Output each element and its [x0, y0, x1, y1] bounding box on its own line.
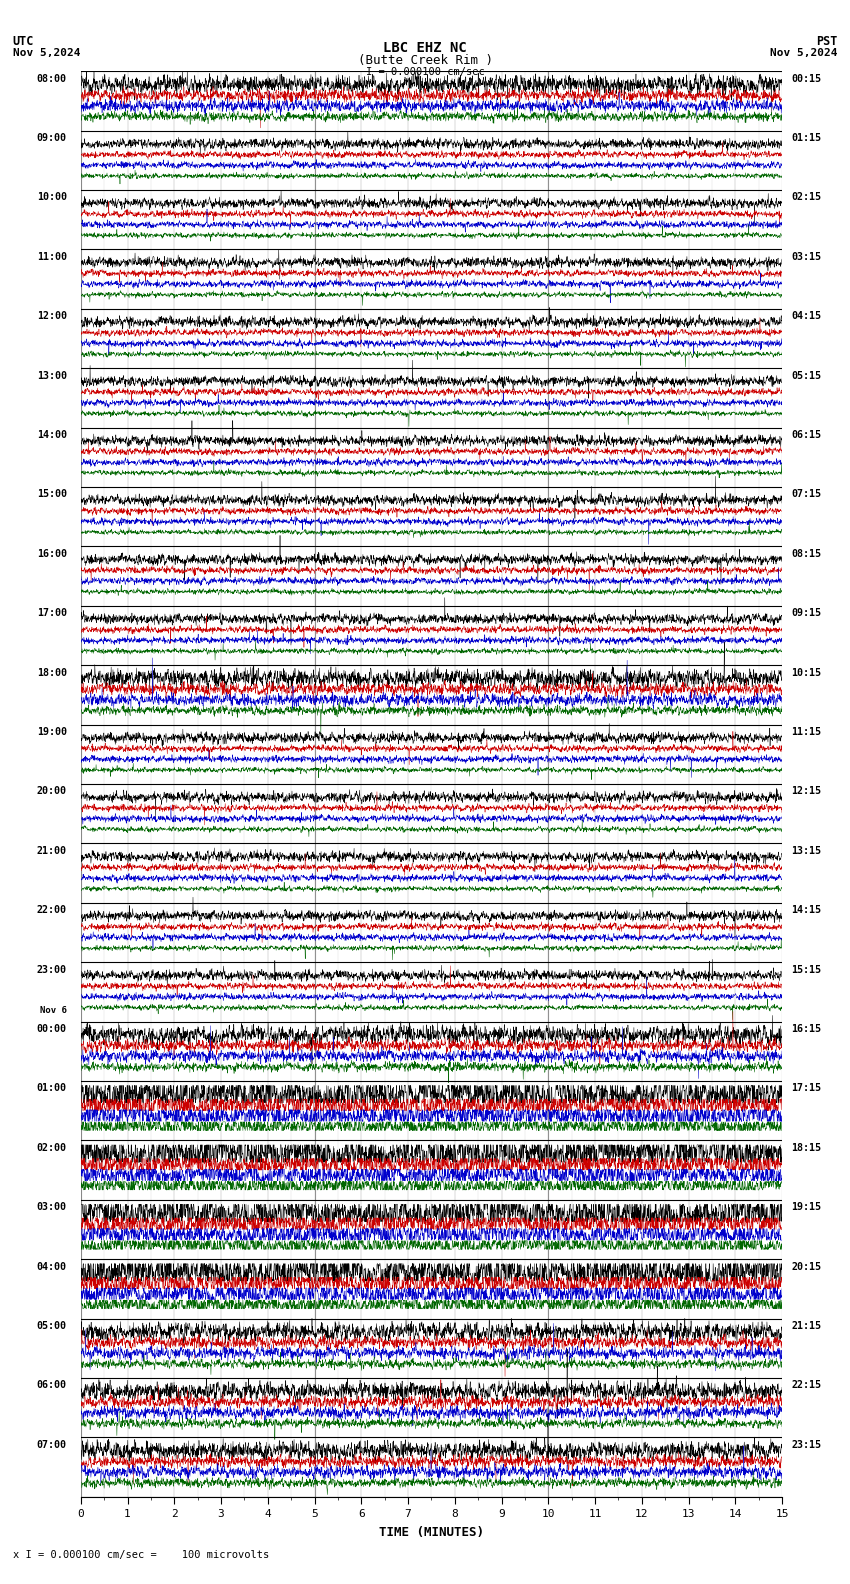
- Text: 10:00: 10:00: [37, 193, 66, 203]
- Text: 18:15: 18:15: [791, 1144, 821, 1153]
- Text: 00:15: 00:15: [791, 73, 821, 84]
- Text: 05:15: 05:15: [791, 371, 821, 380]
- Text: 23:15: 23:15: [791, 1440, 821, 1449]
- Text: 02:00: 02:00: [37, 1144, 66, 1153]
- Text: PST: PST: [816, 35, 837, 48]
- X-axis label: TIME (MINUTES): TIME (MINUTES): [379, 1525, 484, 1538]
- Text: 22:15: 22:15: [791, 1380, 821, 1391]
- Text: 17:00: 17:00: [37, 608, 66, 618]
- Text: 07:00: 07:00: [37, 1440, 66, 1449]
- Text: 14:00: 14:00: [37, 429, 66, 440]
- Text: 13:00: 13:00: [37, 371, 66, 380]
- Text: 01:15: 01:15: [791, 133, 821, 143]
- Text: 16:00: 16:00: [37, 550, 66, 559]
- Text: 21:00: 21:00: [37, 846, 66, 855]
- Text: 01:00: 01:00: [37, 1083, 66, 1093]
- Text: 03:00: 03:00: [37, 1202, 66, 1212]
- Text: 06:00: 06:00: [37, 1380, 66, 1391]
- Text: 20:00: 20:00: [37, 786, 66, 797]
- Text: 14:15: 14:15: [791, 906, 821, 916]
- Text: 03:15: 03:15: [791, 252, 821, 261]
- Text: 20:15: 20:15: [791, 1261, 821, 1272]
- Text: 04:00: 04:00: [37, 1261, 66, 1272]
- Text: 02:15: 02:15: [791, 193, 821, 203]
- Text: LBC EHZ NC: LBC EHZ NC: [383, 41, 467, 55]
- Text: 04:15: 04:15: [791, 312, 821, 322]
- Text: 18:00: 18:00: [37, 668, 66, 678]
- Text: Nov 5,2024: Nov 5,2024: [13, 48, 80, 57]
- Text: UTC: UTC: [13, 35, 34, 48]
- Text: 12:00: 12:00: [37, 312, 66, 322]
- Text: 23:00: 23:00: [37, 965, 66, 974]
- Text: Nov 6: Nov 6: [40, 1006, 66, 1015]
- Text: 11:15: 11:15: [791, 727, 821, 737]
- Text: 11:00: 11:00: [37, 252, 66, 261]
- Text: 07:15: 07:15: [791, 489, 821, 499]
- Text: 09:00: 09:00: [37, 133, 66, 143]
- Text: 22:00: 22:00: [37, 906, 66, 916]
- Text: 08:00: 08:00: [37, 73, 66, 84]
- Text: 19:00: 19:00: [37, 727, 66, 737]
- Text: 09:15: 09:15: [791, 608, 821, 618]
- Text: 08:15: 08:15: [791, 550, 821, 559]
- Text: I = 0.000100 cm/sec: I = 0.000100 cm/sec: [366, 67, 484, 76]
- Text: x I = 0.000100 cm/sec =    100 microvolts: x I = 0.000100 cm/sec = 100 microvolts: [13, 1551, 269, 1560]
- Text: 15:00: 15:00: [37, 489, 66, 499]
- Text: 05:00: 05:00: [37, 1321, 66, 1331]
- Text: 21:15: 21:15: [791, 1321, 821, 1331]
- Text: Nov 5,2024: Nov 5,2024: [770, 48, 837, 57]
- Text: 19:15: 19:15: [791, 1202, 821, 1212]
- Text: 10:15: 10:15: [791, 668, 821, 678]
- Text: (Butte Creek Rim ): (Butte Creek Rim ): [358, 54, 492, 67]
- Text: 12:15: 12:15: [791, 786, 821, 797]
- Text: 00:00: 00:00: [37, 1025, 66, 1034]
- Text: 15:15: 15:15: [791, 965, 821, 974]
- Text: 17:15: 17:15: [791, 1083, 821, 1093]
- Text: 13:15: 13:15: [791, 846, 821, 855]
- Text: 16:15: 16:15: [791, 1025, 821, 1034]
- Text: 06:15: 06:15: [791, 429, 821, 440]
